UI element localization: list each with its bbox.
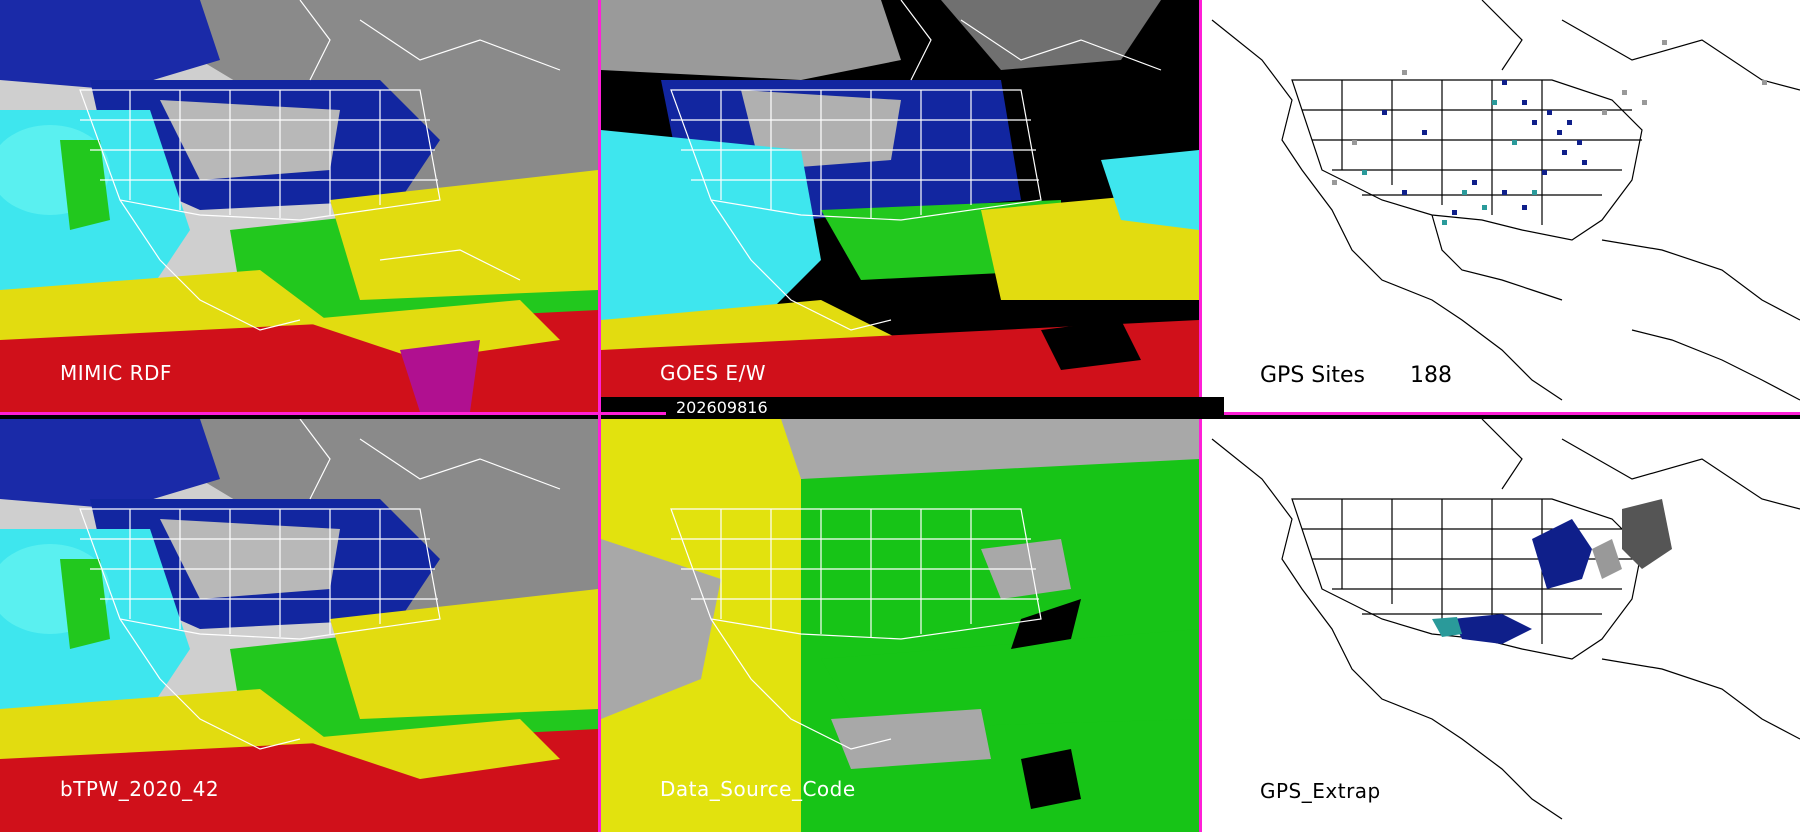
- gps-sites-map: [1202, 0, 1800, 412]
- panel-goes-ew: GOES E/W: [601, 0, 1199, 397]
- panel-data-source-code: Data_Source_Code: [601, 419, 1199, 832]
- gps-extrap-map: [1202, 419, 1800, 832]
- panel-label: bTPW_2020_42: [60, 777, 220, 801]
- panel-label: GPS_Extrap: [1260, 779, 1381, 803]
- vertical-divider-left: [598, 0, 601, 832]
- gps-sites-label: GPS Sites: [1260, 363, 1365, 388]
- panel-gps-extrap: GPS_Extrap: [1202, 419, 1800, 832]
- tpw-map-btpw: [0, 419, 598, 832]
- panel-label: MIMIC RDF: [60, 361, 172, 385]
- data-source-map: [601, 419, 1199, 832]
- timestamp-label: 202609816: [676, 398, 768, 417]
- panel-label: GOES E/W: [660, 361, 767, 385]
- panel-gps-sites: GPS Sites 188: [1202, 0, 1800, 412]
- tpw-map-mimic: [0, 0, 598, 412]
- gps-sites-count: 188: [1409, 363, 1452, 388]
- gps-sites-caption: GPS Sites 188: [1260, 363, 1490, 388]
- panel-mimic-rdf: MIMIC RDF: [0, 0, 598, 412]
- timestamp-bar: 202609816: [666, 397, 1224, 419]
- tpw-map-goes: [601, 0, 1199, 397]
- panel-label: Data_Source_Code: [660, 777, 856, 801]
- panel-btpw: bTPW_2020_42: [0, 419, 598, 832]
